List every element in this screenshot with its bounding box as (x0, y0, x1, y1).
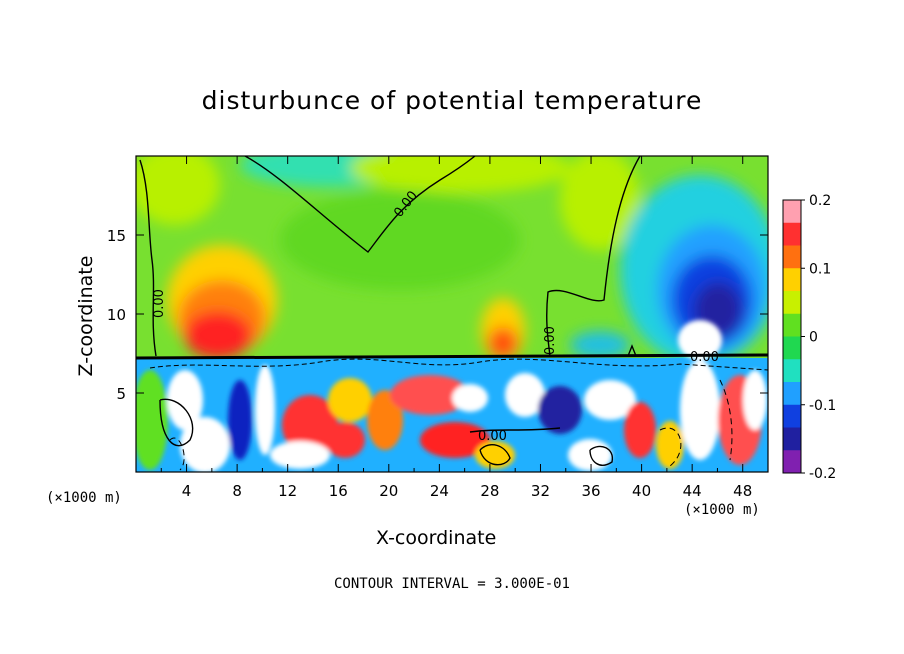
field-blob (452, 384, 488, 412)
zero-contour (469, 427, 561, 433)
zero-contour (626, 344, 638, 357)
field-blob (505, 373, 545, 417)
field-blob (136, 156, 220, 225)
field-blob (560, 156, 640, 250)
zero-contours (139, 156, 641, 466)
field-blob (255, 365, 275, 455)
colorbar-swatch (783, 359, 801, 383)
colorbar-swatch (783, 427, 801, 451)
field-blob (228, 380, 252, 460)
colorbar-swatch (783, 222, 801, 246)
x-axis: 4 8 12 16 20 24 28 32 36 40 44 48 (160, 156, 752, 500)
x-tick-label: 44 (683, 482, 702, 500)
x-tick-label: 28 (480, 482, 499, 500)
x-unit-label-right: (×1000 m) (684, 502, 760, 518)
x-tick-label: 36 (581, 482, 600, 500)
field-blob (475, 441, 515, 469)
field-blob (570, 331, 630, 359)
y-tick-label: 5 (116, 385, 126, 403)
y-tick-label: 10 (107, 306, 126, 324)
x-tick-label: 12 (278, 482, 297, 500)
zero-contour (159, 398, 194, 447)
x-tick-label: 4 (182, 482, 192, 500)
field-blob (270, 441, 330, 469)
colorbar-swatch (783, 404, 801, 428)
chart-title: disturbunce of potential temperature (201, 86, 703, 115)
field-blob (325, 422, 365, 458)
colorbar-swatch (783, 291, 801, 315)
negative-contour (719, 379, 733, 461)
zero-contour (244, 156, 476, 253)
x-tick-label: 20 (379, 482, 398, 500)
colorbar-swatch (783, 450, 801, 474)
colorbar-swatch (783, 200, 801, 224)
field-blob (350, 156, 570, 193)
field-blob (184, 311, 252, 359)
field-blob (390, 375, 470, 415)
y-tick-label: 15 (107, 227, 126, 245)
x-tick-label: 40 (632, 482, 651, 500)
field-blob (538, 386, 582, 434)
colorbar-swatch (783, 382, 801, 406)
field-blob (328, 378, 372, 422)
field-blob (743, 370, 767, 430)
field-blob (584, 380, 636, 420)
colorbar-swatch (783, 245, 801, 269)
contour-label: 0.00 (543, 326, 558, 355)
negative-contour (169, 437, 185, 471)
colorbar-swatch (783, 313, 801, 337)
field-blob (488, 327, 518, 359)
field-blob (624, 402, 656, 458)
contour-label: 0.00 (152, 289, 167, 318)
field-blob (280, 190, 520, 290)
negative-contours (169, 379, 733, 471)
heatmap-field: 0.00 0.00 0.00 0.00 0.00 (136, 156, 768, 472)
colorbar-tick-label: 0.2 (809, 193, 831, 209)
boundary-layer-contour (136, 353, 768, 360)
zero-contour (589, 445, 614, 466)
zero-contour (479, 444, 511, 466)
contour-label: 0.00 (690, 350, 719, 365)
field-blob (680, 360, 720, 460)
negative-contour (659, 427, 682, 467)
boundary-layer-detail (149, 358, 768, 371)
x-axis-label: X-coordinate (376, 527, 497, 549)
x-unit-label-left: (×1000 m) (46, 490, 122, 506)
field-blob (367, 390, 403, 450)
y-axis: 5 10 15 (107, 227, 768, 403)
zero-contour (139, 159, 157, 357)
colorbar-tick-label: -0.1 (809, 398, 836, 414)
y-axis-label: Z-coordinate (75, 255, 97, 377)
colorbar-tick-label: 0 (809, 330, 818, 346)
field-blob (678, 320, 722, 360)
colorbar-tick-label: -0.2 (809, 466, 836, 482)
field-blob (656, 421, 684, 469)
zero-contour (546, 156, 641, 357)
x-tick-label: 32 (531, 482, 550, 500)
colorbar-swatch (783, 268, 801, 292)
colorbar-swatch (783, 336, 801, 360)
x-tick-label: 8 (232, 482, 242, 500)
x-tick-label: 16 (329, 482, 348, 500)
x-tick-label: 24 (430, 482, 449, 500)
upper-field-blobs (136, 156, 768, 365)
contour-interval-note: CONTOUR INTERVAL = 3.000E-01 (333, 576, 570, 592)
contour-label: 0.00 (478, 429, 507, 444)
field-blob (282, 395, 338, 455)
colorbar-tick-label: 0.1 (809, 261, 831, 277)
field-blob (180, 417, 230, 472)
field-blob (167, 370, 203, 430)
field-blob (136, 370, 168, 470)
colorbar: 0.2 0.1 0 -0.1 -0.2 (782, 193, 836, 482)
x-tick-label: 48 (733, 482, 752, 500)
